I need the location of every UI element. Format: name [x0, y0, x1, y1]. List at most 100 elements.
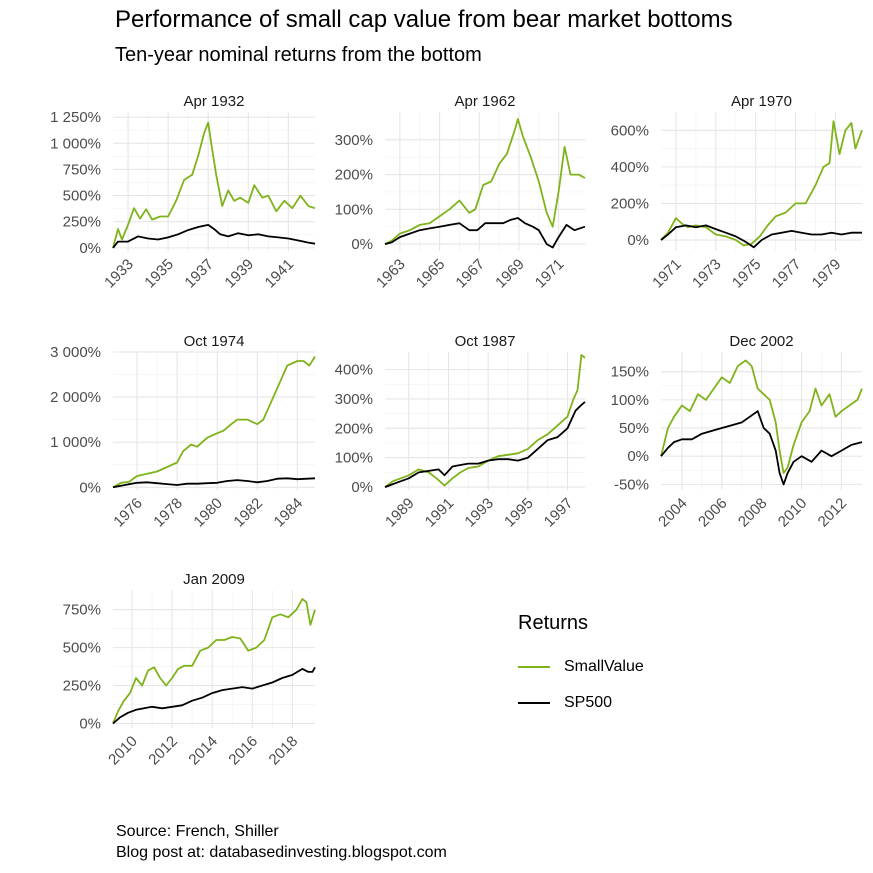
panel-2-line-sp500 — [384, 217, 586, 249]
panel-6-xtick-label: 2012 — [815, 495, 851, 531]
panel-5-line-sp500 — [384, 401, 586, 488]
panel-7-xtick-label: 2010 — [105, 733, 141, 769]
panel-6-ytick-label: 100% — [611, 392, 649, 409]
panel-5-ytick-label: 100% — [335, 450, 373, 467]
panel-5-title: Oct 1987 — [455, 333, 516, 350]
panel-2-ytick-label: 0% — [351, 236, 373, 253]
panel-7-title: Jan 2009 — [183, 571, 245, 588]
panel-6-line-smallvalue — [660, 359, 863, 475]
panel-5-xtick-label: 1991 — [422, 495, 458, 531]
panel-3-ytick-label: 200% — [611, 195, 649, 212]
panel-6-ytick-label: 0% — [627, 448, 649, 465]
panel-2-xtick-label: 1965 — [413, 256, 449, 292]
panel-1-title: Apr 1932 — [184, 93, 245, 110]
panel-7-ytick-label: 250% — [63, 678, 101, 695]
panel-6-xtick-label: 2006 — [695, 495, 731, 531]
panel-1-ytick-label: 250% — [63, 214, 101, 231]
panel-4-ytick-label: 3 000% — [50, 344, 101, 361]
panel-3-line-sp500 — [660, 224, 862, 249]
legend-item-sp500: SP500 — [518, 685, 644, 721]
legend-item-smallvalue: SmallValue — [518, 649, 644, 685]
panel-5-xtick-label: 1989 — [382, 495, 418, 531]
legend: Returns SmallValue SP500 — [518, 612, 644, 721]
panel-2-ytick-label: 300% — [335, 132, 373, 149]
panel-4-xtick-label: 1976 — [110, 495, 146, 531]
panel-3-xtick-label: 1973 — [689, 256, 725, 292]
legend-swatch-smallvalue — [518, 666, 550, 668]
panel-3-title: Apr 1970 — [731, 93, 792, 110]
panel-4-title: Oct 1974 — [184, 333, 245, 350]
panel-5-ytick-label: 0% — [351, 479, 373, 496]
panel-7-xtick-label: 2018 — [266, 733, 302, 769]
legend-label-sp500: SP500 — [564, 694, 613, 711]
legend-swatch-sp500 — [518, 702, 550, 704]
panel-5-ytick-label: 400% — [335, 362, 373, 379]
panel-2-ytick-label: 100% — [335, 201, 373, 218]
panel-1-xtick-label: 1933 — [101, 256, 137, 292]
panel-4-line-sp500 — [112, 477, 316, 489]
legend-title: Returns — [518, 612, 589, 634]
panel-6-line-sp500 — [660, 410, 863, 486]
panel-6-ytick-label: 150% — [611, 364, 649, 381]
panel-1-ytick-label: 500% — [63, 188, 101, 205]
panel-1-line-sp500 — [112, 223, 316, 249]
panel-6-ytick-label: -50% — [614, 476, 649, 493]
panel-6-xtick-label: 2010 — [775, 495, 811, 531]
panel-1-ytick-label: 1 000% — [50, 135, 101, 152]
caption-blog-link: Blog post at: databasedinvesting.blogspo… — [116, 844, 447, 861]
caption: Source: French, Shiller Blog post at: da… — [116, 821, 447, 863]
panel-2-ytick-label: 200% — [335, 167, 373, 184]
panel-4-xtick-label: 1984 — [271, 495, 307, 531]
panel-4-ytick-label: 1 000% — [50, 434, 101, 451]
panel-6-xtick-label: 2008 — [735, 495, 771, 531]
panel-6-xtick-label: 2004 — [655, 495, 691, 531]
panel-2-line-smallvalue — [384, 118, 586, 245]
panel-7-xtick-label: 2012 — [145, 733, 181, 769]
panel-1-line-smallvalue — [112, 121, 316, 249]
panel-4-ytick-label: 2 000% — [50, 389, 101, 406]
panel-2-title: Apr 1962 — [455, 93, 516, 110]
panel-3-xtick-label: 1975 — [729, 256, 765, 292]
panel-5-line-smallvalue — [384, 353, 586, 488]
panel-7-ytick-label: 500% — [63, 640, 101, 657]
panel-4-xtick-label: 1980 — [190, 495, 226, 531]
caption-source: Source: French, Shiller — [116, 823, 279, 840]
panel-5-xtick-label: 1997 — [541, 495, 577, 531]
legend-label-smallvalue: SmallValue — [564, 658, 644, 675]
panel-7-ytick-label: 0% — [79, 715, 101, 732]
panel-5-xtick-label: 1993 — [461, 495, 497, 531]
panel-1-xtick-label: 1939 — [221, 256, 257, 292]
panel-5-ytick-label: 200% — [335, 420, 373, 437]
chart-title: Performance of small cap value from bear… — [115, 6, 733, 33]
panel-7-line-sp500 — [112, 666, 316, 725]
panel-2-xtick-label: 1967 — [452, 256, 488, 292]
panel-2-xtick-label: 1971 — [532, 256, 568, 292]
panel-4-ytick-label: 0% — [79, 479, 101, 496]
panel-1-ytick-label: 1 250% — [50, 109, 101, 126]
panel-3-xtick-label: 1971 — [649, 256, 685, 292]
panel-6-ytick-label: 50% — [619, 420, 649, 437]
panel-6-title: Dec 2002 — [729, 333, 793, 350]
panel-3-ytick-label: 400% — [611, 159, 649, 176]
panel-7-line-smallvalue — [112, 598, 316, 724]
panel-4-line-smallvalue — [112, 356, 316, 489]
panel-7-xtick-label: 2014 — [185, 733, 221, 769]
panel-3-ytick-label: 0% — [627, 232, 649, 249]
panel-7-xtick-label: 2016 — [225, 733, 261, 769]
panel-5-ytick-label: 300% — [335, 391, 373, 408]
panel-4-xtick-label: 1978 — [150, 495, 186, 531]
panel-2-xtick-label: 1963 — [373, 256, 409, 292]
panel-3-ytick-label: 600% — [611, 122, 649, 139]
panel-1-ytick-label: 0% — [79, 240, 101, 257]
panel-4-xtick-label: 1982 — [230, 495, 266, 531]
panel-7-ytick-label: 750% — [63, 602, 101, 619]
panel-3-xtick-label: 1977 — [769, 256, 805, 292]
panel-1-xtick-label: 1935 — [141, 256, 177, 292]
chart-subtitle: Ten-year nominal returns from the bottom — [115, 44, 482, 66]
panel-1-ytick-label: 750% — [63, 161, 101, 178]
panel-5-xtick-label: 1995 — [501, 495, 537, 531]
panel-2-xtick-label: 1969 — [492, 256, 528, 292]
panel-3-xtick-label: 1979 — [809, 256, 845, 292]
panel-1-xtick-label: 1941 — [262, 256, 298, 292]
